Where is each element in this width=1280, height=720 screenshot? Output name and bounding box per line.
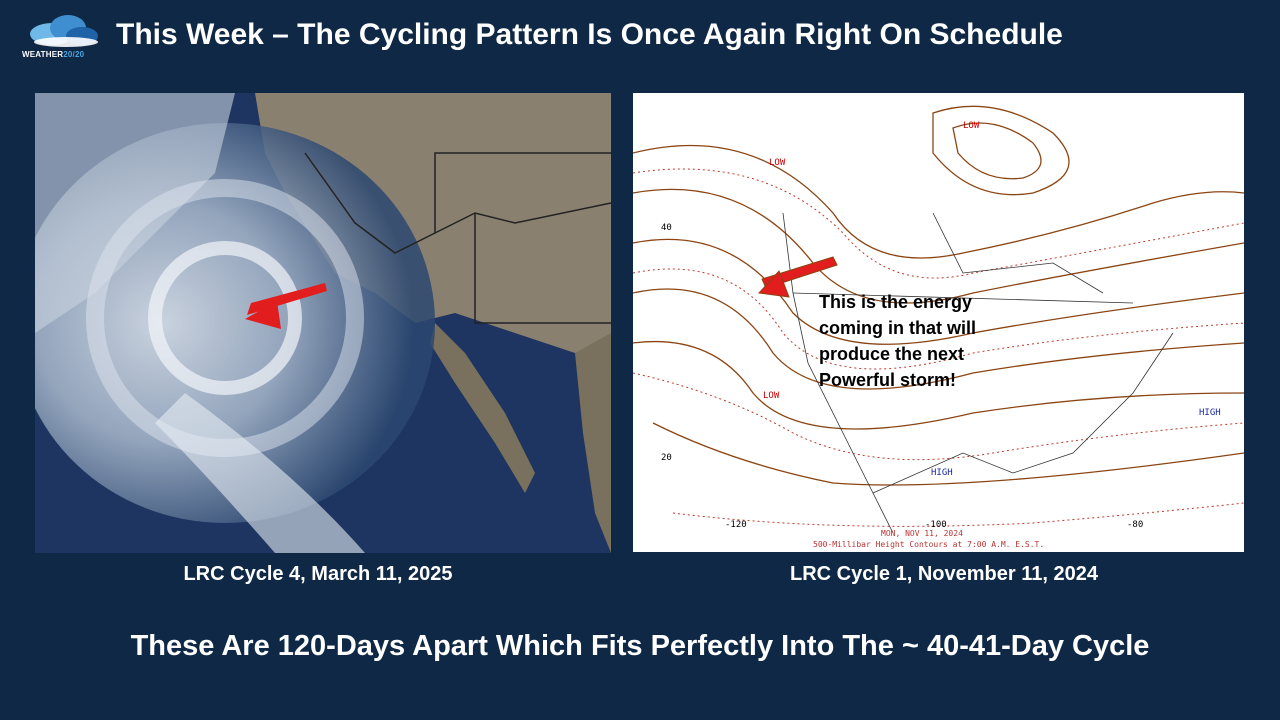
map-date: MON, NOV 11, 2024 — [881, 529, 963, 538]
satellite-arrow-head — [245, 301, 281, 329]
annotation-line: This is the energy — [819, 292, 973, 312]
cloud-icon — [30, 15, 98, 47]
low-label: LOW — [763, 391, 780, 401]
high-label: HIGH — [1199, 408, 1221, 418]
annotation-line: Powerful storm! — [819, 370, 957, 390]
low-label: LOW — [769, 158, 786, 168]
map-arrow-head — [757, 270, 790, 298]
latitude-label: 20 — [661, 453, 672, 463]
annotation-line: coming in that will — [819, 318, 976, 338]
longitude-label: -120 — [725, 520, 747, 530]
longitude-label: -80 — [1127, 520, 1144, 530]
annotation-line: produce the next — [819, 344, 965, 364]
left-caption: LRC Cycle 4, March 11, 2025 — [183, 563, 453, 585]
high-label: HIGH — [931, 468, 953, 478]
satellite-image — [35, 93, 611, 553]
longitude-label: -100 — [925, 520, 947, 530]
logo-text: WEATHER20/20 — [22, 50, 85, 59]
latitude-label: 40 — [661, 223, 672, 233]
bottom-text: These Are 120-Days Apart Which Fits Perf… — [130, 630, 1150, 662]
map-annotation: This is the energy coming in that will p… — [819, 289, 1029, 393]
500mb-height-map: LOW LOW LOW HIGH HIGH 40 20 -120 -100 -8… — [633, 93, 1244, 552]
map-caption: 500-Millibar Height Contours at 7:00 A.M… — [813, 540, 1045, 549]
low-label: LOW — [963, 121, 980, 131]
right-caption: LRC Cycle 1, November 11, 2024 — [790, 563, 1098, 585]
weather2020-logo: WEATHER20/20 — [22, 12, 108, 62]
page-title: This Week – The Cycling Pattern Is Once … — [116, 18, 1063, 51]
